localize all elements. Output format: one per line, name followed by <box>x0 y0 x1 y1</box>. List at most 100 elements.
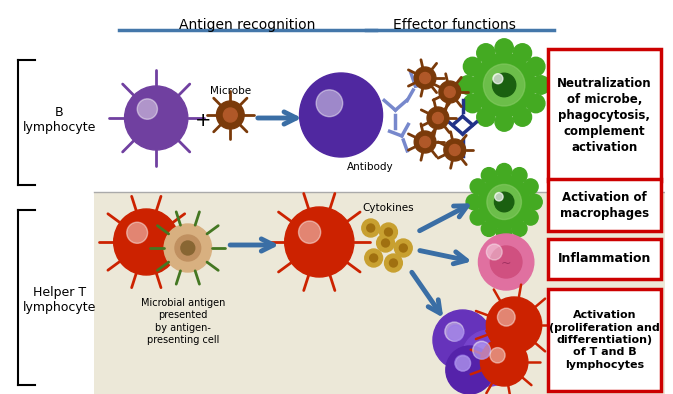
Circle shape <box>511 221 527 236</box>
Circle shape <box>456 356 470 371</box>
Text: Neutralization
of microbe,
phagocytosis,
complement
activation: Neutralization of microbe, phagocytosis,… <box>557 76 652 154</box>
Circle shape <box>495 193 503 201</box>
Circle shape <box>384 228 392 236</box>
Circle shape <box>125 86 188 150</box>
Circle shape <box>448 325 464 341</box>
Circle shape <box>497 225 511 240</box>
Circle shape <box>476 108 495 126</box>
Circle shape <box>470 179 485 194</box>
Text: Activation of
macrophages: Activation of macrophages <box>560 191 649 219</box>
FancyBboxPatch shape <box>548 239 662 279</box>
Circle shape <box>458 76 476 94</box>
Circle shape <box>384 254 402 272</box>
Circle shape <box>527 57 545 76</box>
Circle shape <box>479 234 534 290</box>
Circle shape <box>479 176 530 228</box>
FancyBboxPatch shape <box>548 179 662 231</box>
Circle shape <box>380 223 397 241</box>
Circle shape <box>491 246 522 278</box>
Circle shape <box>414 67 436 89</box>
Circle shape <box>487 184 522 219</box>
Circle shape <box>495 113 513 131</box>
Circle shape <box>137 99 157 119</box>
Circle shape <box>299 221 320 243</box>
Text: Inflammation: Inflammation <box>558 253 651 266</box>
Circle shape <box>513 108 532 126</box>
Circle shape <box>476 44 495 62</box>
Circle shape <box>532 76 550 94</box>
Circle shape <box>377 234 394 252</box>
Circle shape <box>394 239 413 257</box>
Circle shape <box>399 244 407 252</box>
Circle shape <box>462 330 517 386</box>
Circle shape <box>490 348 505 363</box>
Circle shape <box>299 73 382 157</box>
Circle shape <box>497 308 515 326</box>
Circle shape <box>511 167 527 183</box>
Circle shape <box>369 254 378 262</box>
Circle shape <box>414 131 436 153</box>
Text: Activation
(proliferation and
differentiation)
of T and B
lymphocytes: Activation (proliferation and differenti… <box>549 310 660 370</box>
Text: Antigen recognition: Antigen recognition <box>179 18 316 32</box>
Circle shape <box>472 341 491 359</box>
Circle shape <box>487 244 502 260</box>
Circle shape <box>481 167 497 183</box>
Circle shape <box>223 108 238 122</box>
Circle shape <box>487 297 542 353</box>
Circle shape <box>382 239 390 247</box>
Circle shape <box>433 310 492 370</box>
Circle shape <box>495 39 513 57</box>
Circle shape <box>427 107 449 129</box>
Circle shape <box>444 87 455 97</box>
Text: Effector functions: Effector functions <box>393 18 516 32</box>
Circle shape <box>420 72 431 84</box>
Circle shape <box>483 64 525 106</box>
Circle shape <box>445 322 464 341</box>
Circle shape <box>285 207 354 277</box>
Circle shape <box>390 259 397 267</box>
Circle shape <box>473 54 535 117</box>
Circle shape <box>362 219 380 237</box>
Text: Microbial antigen
presented
by antigen-
presenting cell: Microbial antigen presented by antigen- … <box>141 298 225 345</box>
Circle shape <box>433 113 444 123</box>
Circle shape <box>127 222 147 243</box>
Circle shape <box>464 57 482 76</box>
Circle shape <box>175 235 201 261</box>
Text: B
lymphocyte: B lymphocyte <box>23 106 96 134</box>
Circle shape <box>495 192 514 212</box>
Circle shape <box>464 94 482 113</box>
Circle shape <box>420 136 431 147</box>
Text: +: + <box>194 110 211 130</box>
Text: ~: ~ <box>501 256 511 269</box>
Text: Helper T
lymphocyte: Helper T lymphocyte <box>23 286 96 314</box>
Circle shape <box>365 249 382 267</box>
Circle shape <box>527 194 542 210</box>
Text: Antibody: Antibody <box>347 162 394 172</box>
Circle shape <box>450 145 460 156</box>
Text: Microbe: Microbe <box>210 86 251 96</box>
Circle shape <box>367 224 375 232</box>
Circle shape <box>523 179 538 194</box>
Circle shape <box>446 346 493 394</box>
Circle shape <box>474 343 491 359</box>
Text: Cytokines: Cytokines <box>363 203 415 213</box>
Circle shape <box>217 101 244 129</box>
Circle shape <box>466 194 481 210</box>
Circle shape <box>481 221 497 236</box>
Circle shape <box>497 164 511 179</box>
Circle shape <box>114 209 179 275</box>
FancyBboxPatch shape <box>548 289 662 391</box>
Circle shape <box>523 210 538 225</box>
Circle shape <box>455 355 470 371</box>
Circle shape <box>316 90 343 117</box>
Circle shape <box>164 224 211 272</box>
Bar <box>94 192 666 394</box>
Circle shape <box>493 74 503 84</box>
FancyBboxPatch shape <box>548 49 662 181</box>
Circle shape <box>470 210 485 225</box>
Circle shape <box>481 338 528 386</box>
Circle shape <box>493 73 516 97</box>
Circle shape <box>181 241 194 255</box>
Circle shape <box>527 94 545 113</box>
Circle shape <box>513 44 532 62</box>
